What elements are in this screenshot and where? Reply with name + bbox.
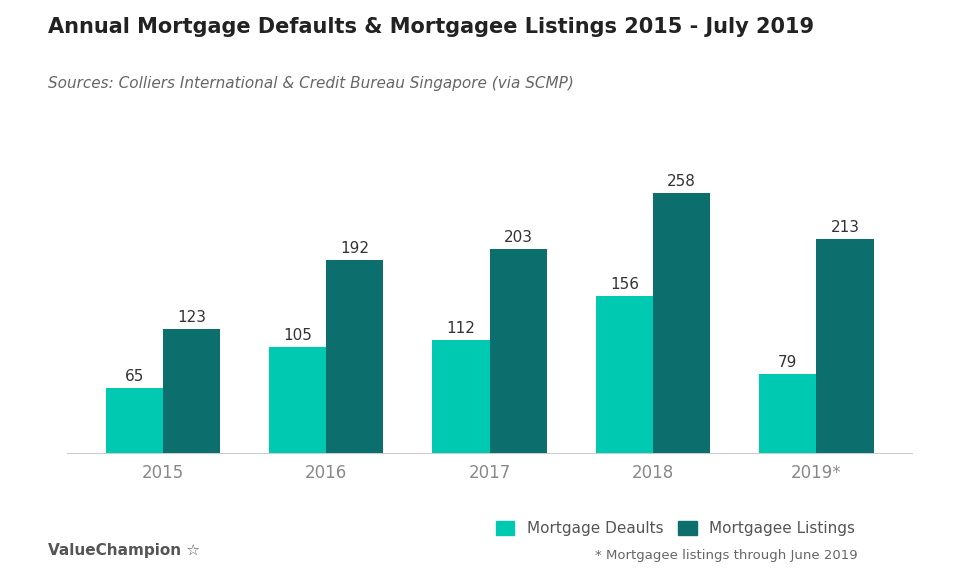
- Bar: [432, 340, 490, 453]
- Bar: [326, 260, 383, 453]
- Bar: [106, 388, 163, 453]
- Bar: [759, 374, 816, 453]
- Text: Sources: Colliers International & Credit Bureau Singapore (via SCMP): Sources: Colliers International & Credit…: [48, 76, 574, 91]
- Legend: Mortgage Deaults, Mortgagee Listings: Mortgage Deaults, Mortgagee Listings: [490, 515, 861, 543]
- Text: 105: 105: [283, 328, 312, 343]
- Text: 192: 192: [340, 241, 370, 256]
- Text: 203: 203: [504, 229, 533, 245]
- Text: 123: 123: [177, 310, 205, 325]
- Bar: [816, 239, 874, 453]
- Bar: [596, 296, 653, 453]
- Text: * Mortgagee listings through June 2019: * Mortgagee listings through June 2019: [595, 549, 858, 562]
- Text: 213: 213: [830, 220, 859, 235]
- Bar: [653, 193, 710, 453]
- Text: 65: 65: [125, 369, 144, 383]
- Text: ValueChampion ☆: ValueChampion ☆: [48, 543, 200, 558]
- Text: 79: 79: [779, 354, 798, 370]
- Bar: [163, 329, 220, 453]
- Text: 258: 258: [667, 174, 696, 189]
- Text: Annual Mortgage Defaults & Mortgagee Listings 2015 - July 2019: Annual Mortgage Defaults & Mortgagee Lis…: [48, 17, 814, 37]
- Text: 156: 156: [610, 277, 639, 292]
- Bar: [490, 249, 547, 453]
- Text: 112: 112: [446, 321, 475, 336]
- Bar: [269, 347, 326, 453]
